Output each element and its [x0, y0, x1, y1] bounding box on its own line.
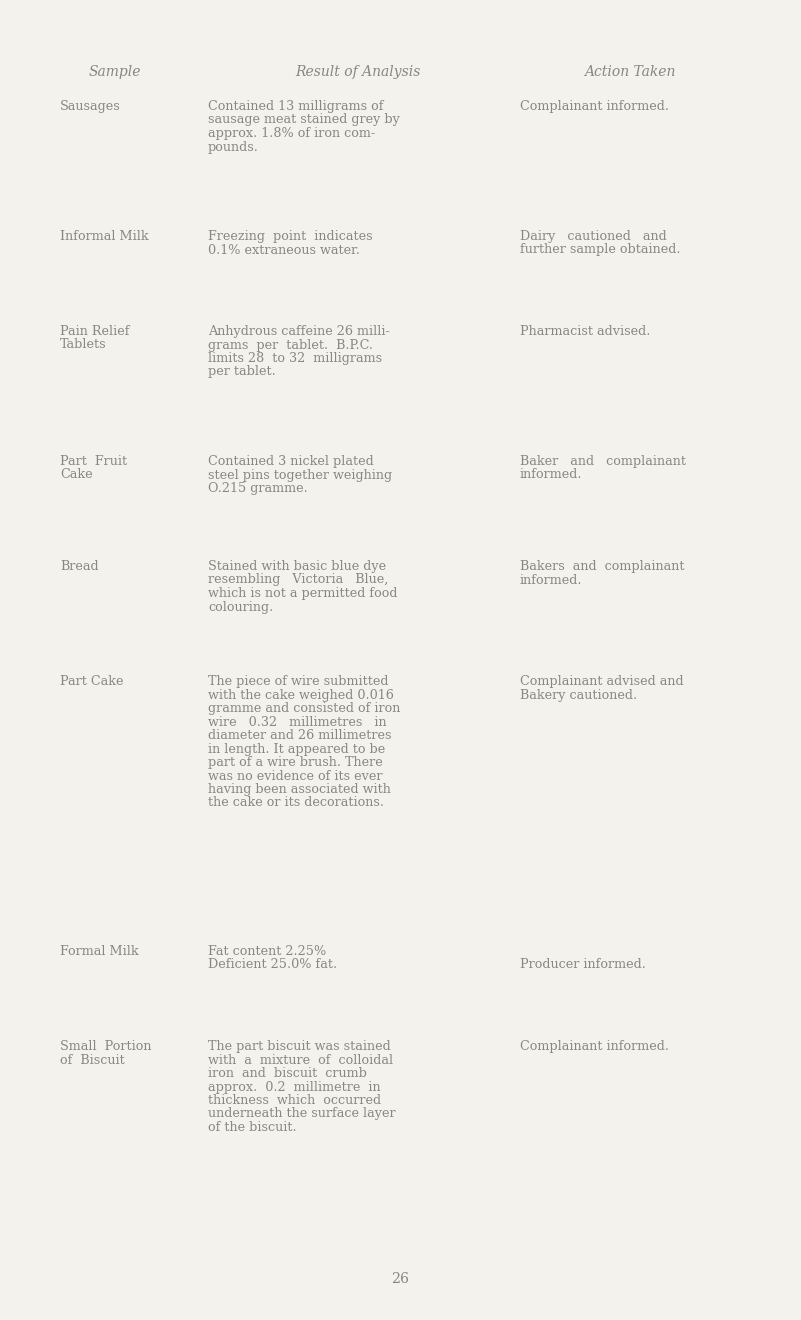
- Text: informed.: informed.: [520, 469, 582, 482]
- Text: Deficient 25.0% fat.: Deficient 25.0% fat.: [208, 958, 337, 972]
- Text: Tablets: Tablets: [60, 338, 107, 351]
- Text: Dairy   cautioned   and: Dairy cautioned and: [520, 230, 666, 243]
- Text: Baker   and   complainant: Baker and complainant: [520, 455, 686, 469]
- Text: which is not a permitted food: which is not a permitted food: [208, 587, 397, 601]
- Text: The part biscuit was stained: The part biscuit was stained: [208, 1040, 391, 1053]
- Text: of the biscuit.: of the biscuit.: [208, 1121, 296, 1134]
- Text: the cake or its decorations.: the cake or its decorations.: [208, 796, 384, 809]
- Text: grams  per  tablet.  B.P.C.: grams per tablet. B.P.C.: [208, 338, 373, 351]
- Text: having been associated with: having been associated with: [208, 783, 391, 796]
- Text: wire   0.32   millimetres   in: wire 0.32 millimetres in: [208, 715, 387, 729]
- Text: gramme and consisted of iron: gramme and consisted of iron: [208, 702, 400, 715]
- Text: was no evidence of its ever: was no evidence of its ever: [208, 770, 383, 783]
- Text: The piece of wire submitted: The piece of wire submitted: [208, 675, 388, 688]
- Text: colouring.: colouring.: [208, 601, 273, 614]
- Text: Complainant informed.: Complainant informed.: [520, 100, 669, 114]
- Text: Bakery cautioned.: Bakery cautioned.: [520, 689, 637, 701]
- Text: Producer informed.: Producer informed.: [520, 958, 646, 972]
- Text: thickness  which  occurred: thickness which occurred: [208, 1094, 381, 1107]
- Text: Sausages: Sausages: [60, 100, 121, 114]
- Text: 26: 26: [392, 1272, 409, 1286]
- Text: Stained with basic blue dye: Stained with basic blue dye: [208, 560, 386, 573]
- Text: O.215 gramme.: O.215 gramme.: [208, 482, 308, 495]
- Text: limits 28  to 32  milligrams: limits 28 to 32 milligrams: [208, 352, 382, 366]
- Text: Action Taken: Action Taken: [584, 65, 676, 79]
- Text: steel pins together weighing: steel pins together weighing: [208, 469, 392, 482]
- Text: Small  Portion: Small Portion: [60, 1040, 151, 1053]
- Text: Pain Relief: Pain Relief: [60, 325, 130, 338]
- Text: with  a  mixture  of  colloidal: with a mixture of colloidal: [208, 1053, 393, 1067]
- Text: of  Biscuit: of Biscuit: [60, 1053, 125, 1067]
- Text: 0.1% extraneous water.: 0.1% extraneous water.: [208, 243, 360, 256]
- Text: pounds.: pounds.: [208, 140, 259, 153]
- Text: Sample: Sample: [89, 65, 141, 79]
- Text: resembling   Victoria   Blue,: resembling Victoria Blue,: [208, 573, 388, 586]
- Text: in length. It appeared to be: in length. It appeared to be: [208, 742, 385, 755]
- Text: per tablet.: per tablet.: [208, 366, 276, 379]
- Text: informed.: informed.: [520, 573, 582, 586]
- Text: Part  Fruit: Part Fruit: [60, 455, 127, 469]
- Text: Freezing  point  indicates: Freezing point indicates: [208, 230, 372, 243]
- Text: part of a wire brush. There: part of a wire brush. There: [208, 756, 383, 770]
- Text: Contained 13 milligrams of: Contained 13 milligrams of: [208, 100, 384, 114]
- Text: Contained 3 nickel plated: Contained 3 nickel plated: [208, 455, 374, 469]
- Text: Result of Analysis: Result of Analysis: [296, 65, 421, 79]
- Text: Pharmacist advised.: Pharmacist advised.: [520, 325, 650, 338]
- Text: Fat content 2.25%: Fat content 2.25%: [208, 945, 326, 958]
- Text: with the cake weighed 0.016: with the cake weighed 0.016: [208, 689, 394, 701]
- Text: iron  and  biscuit  crumb: iron and biscuit crumb: [208, 1067, 367, 1080]
- Text: approx.  0.2  millimetre  in: approx. 0.2 millimetre in: [208, 1081, 380, 1093]
- Text: Bread: Bread: [60, 560, 99, 573]
- Text: further sample obtained.: further sample obtained.: [520, 243, 681, 256]
- Text: approx. 1.8% of iron com-: approx. 1.8% of iron com-: [208, 127, 375, 140]
- Text: underneath the surface layer: underneath the surface layer: [208, 1107, 396, 1121]
- Text: Complainant informed.: Complainant informed.: [520, 1040, 669, 1053]
- Text: Formal Milk: Formal Milk: [60, 945, 139, 958]
- Text: Part Cake: Part Cake: [60, 675, 123, 688]
- Text: Complainant advised and: Complainant advised and: [520, 675, 683, 688]
- Text: Cake: Cake: [60, 469, 93, 482]
- Text: diameter and 26 millimetres: diameter and 26 millimetres: [208, 729, 392, 742]
- Text: sausage meat stained grey by: sausage meat stained grey by: [208, 114, 400, 127]
- Text: Anhydrous caffeine 26 milli-: Anhydrous caffeine 26 milli-: [208, 325, 390, 338]
- Text: Informal Milk: Informal Milk: [60, 230, 149, 243]
- Text: Bakers  and  complainant: Bakers and complainant: [520, 560, 685, 573]
